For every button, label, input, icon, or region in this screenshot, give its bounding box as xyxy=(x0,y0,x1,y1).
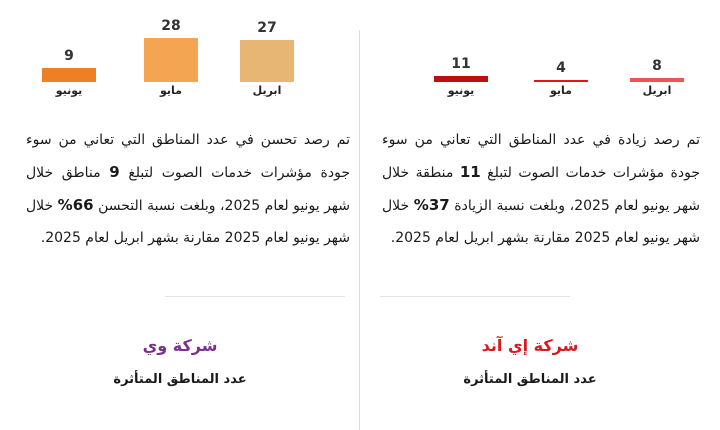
bar-group: 4 مايو xyxy=(534,0,588,108)
bar-value-label: 8 xyxy=(652,57,662,74)
bar-category-label: مايو xyxy=(550,84,572,97)
bar-group: 28 مايو xyxy=(144,0,198,108)
we-improvement-percent: 66% xyxy=(57,196,94,214)
horizontal-divider-right xyxy=(380,296,570,297)
horizontal-divider-left xyxy=(165,296,345,297)
we-text-part1: تم رصد تحسن في عدد المناطق التي تعاني من… xyxy=(26,132,350,181)
eand-areas-count: 11 xyxy=(459,163,481,181)
eand-subtitle: عدد المناطق المتأثرة xyxy=(463,372,597,387)
bar-value-label: 11 xyxy=(451,55,471,72)
bar-value-label: 28 xyxy=(161,18,181,34)
bar xyxy=(534,79,588,82)
bar-group: 11 يونيو xyxy=(434,0,488,108)
eand-description: تم رصد زيادة في عدد المناطق التي تعاني م… xyxy=(382,124,700,254)
bar-group: 8 ابريل xyxy=(630,0,684,108)
eand-company-name: شركة إي آند xyxy=(481,336,579,355)
we-bar-chart: 27 ابريل 28 مايو 9 يونيو xyxy=(30,0,294,108)
vertical-divider xyxy=(359,30,360,430)
eand-text-part3: خلال شهر يونيو لعام 2025 مقارنة بشهر ابر… xyxy=(382,198,700,246)
bar xyxy=(144,38,198,82)
bar-category-label: يونيو xyxy=(55,84,83,97)
bar-value-label: 27 xyxy=(257,19,277,36)
we-text-part3: خلال شهر يونيو لعام 2025 مقارنة بشهر ابر… xyxy=(26,198,350,246)
bar-category-label: يونيو xyxy=(447,84,475,97)
we-company-name: شركة وي xyxy=(142,336,218,355)
bar-category-label: ابريل xyxy=(642,84,672,97)
bar-value-label: 9 xyxy=(64,47,74,64)
we-areas-count: 9 xyxy=(109,163,120,181)
we-subtitle: عدد المناطق المتأثرة xyxy=(113,372,247,387)
bar xyxy=(434,75,488,82)
we-text-part2: مناطق خلال شهر يونيو لعام 2025، وبلغت نس… xyxy=(26,165,350,214)
eand-text-part2: منطقة خلال شهر يونيو لعام 2025، وبلغت نس… xyxy=(382,165,700,214)
bar xyxy=(630,77,684,82)
bar xyxy=(42,67,96,82)
we-description: تم رصد تحسن في عدد المناطق التي تعاني من… xyxy=(26,124,350,254)
eand-increase-percent: 37% xyxy=(413,196,450,214)
bar-group: 9 يونيو xyxy=(42,0,96,108)
bar xyxy=(240,39,294,82)
bar-category-label: ابريل xyxy=(252,84,282,97)
eand-bar-chart: 8 ابريل 4 مايو 11 يونيو xyxy=(410,0,684,108)
bar-value-label: 4 xyxy=(556,59,566,76)
eand-text-part1: تم رصد زيادة في عدد المناطق التي تعاني م… xyxy=(382,132,700,181)
bar-group: 27 ابريل xyxy=(240,0,294,108)
bar-category-label: مايو xyxy=(160,84,182,97)
